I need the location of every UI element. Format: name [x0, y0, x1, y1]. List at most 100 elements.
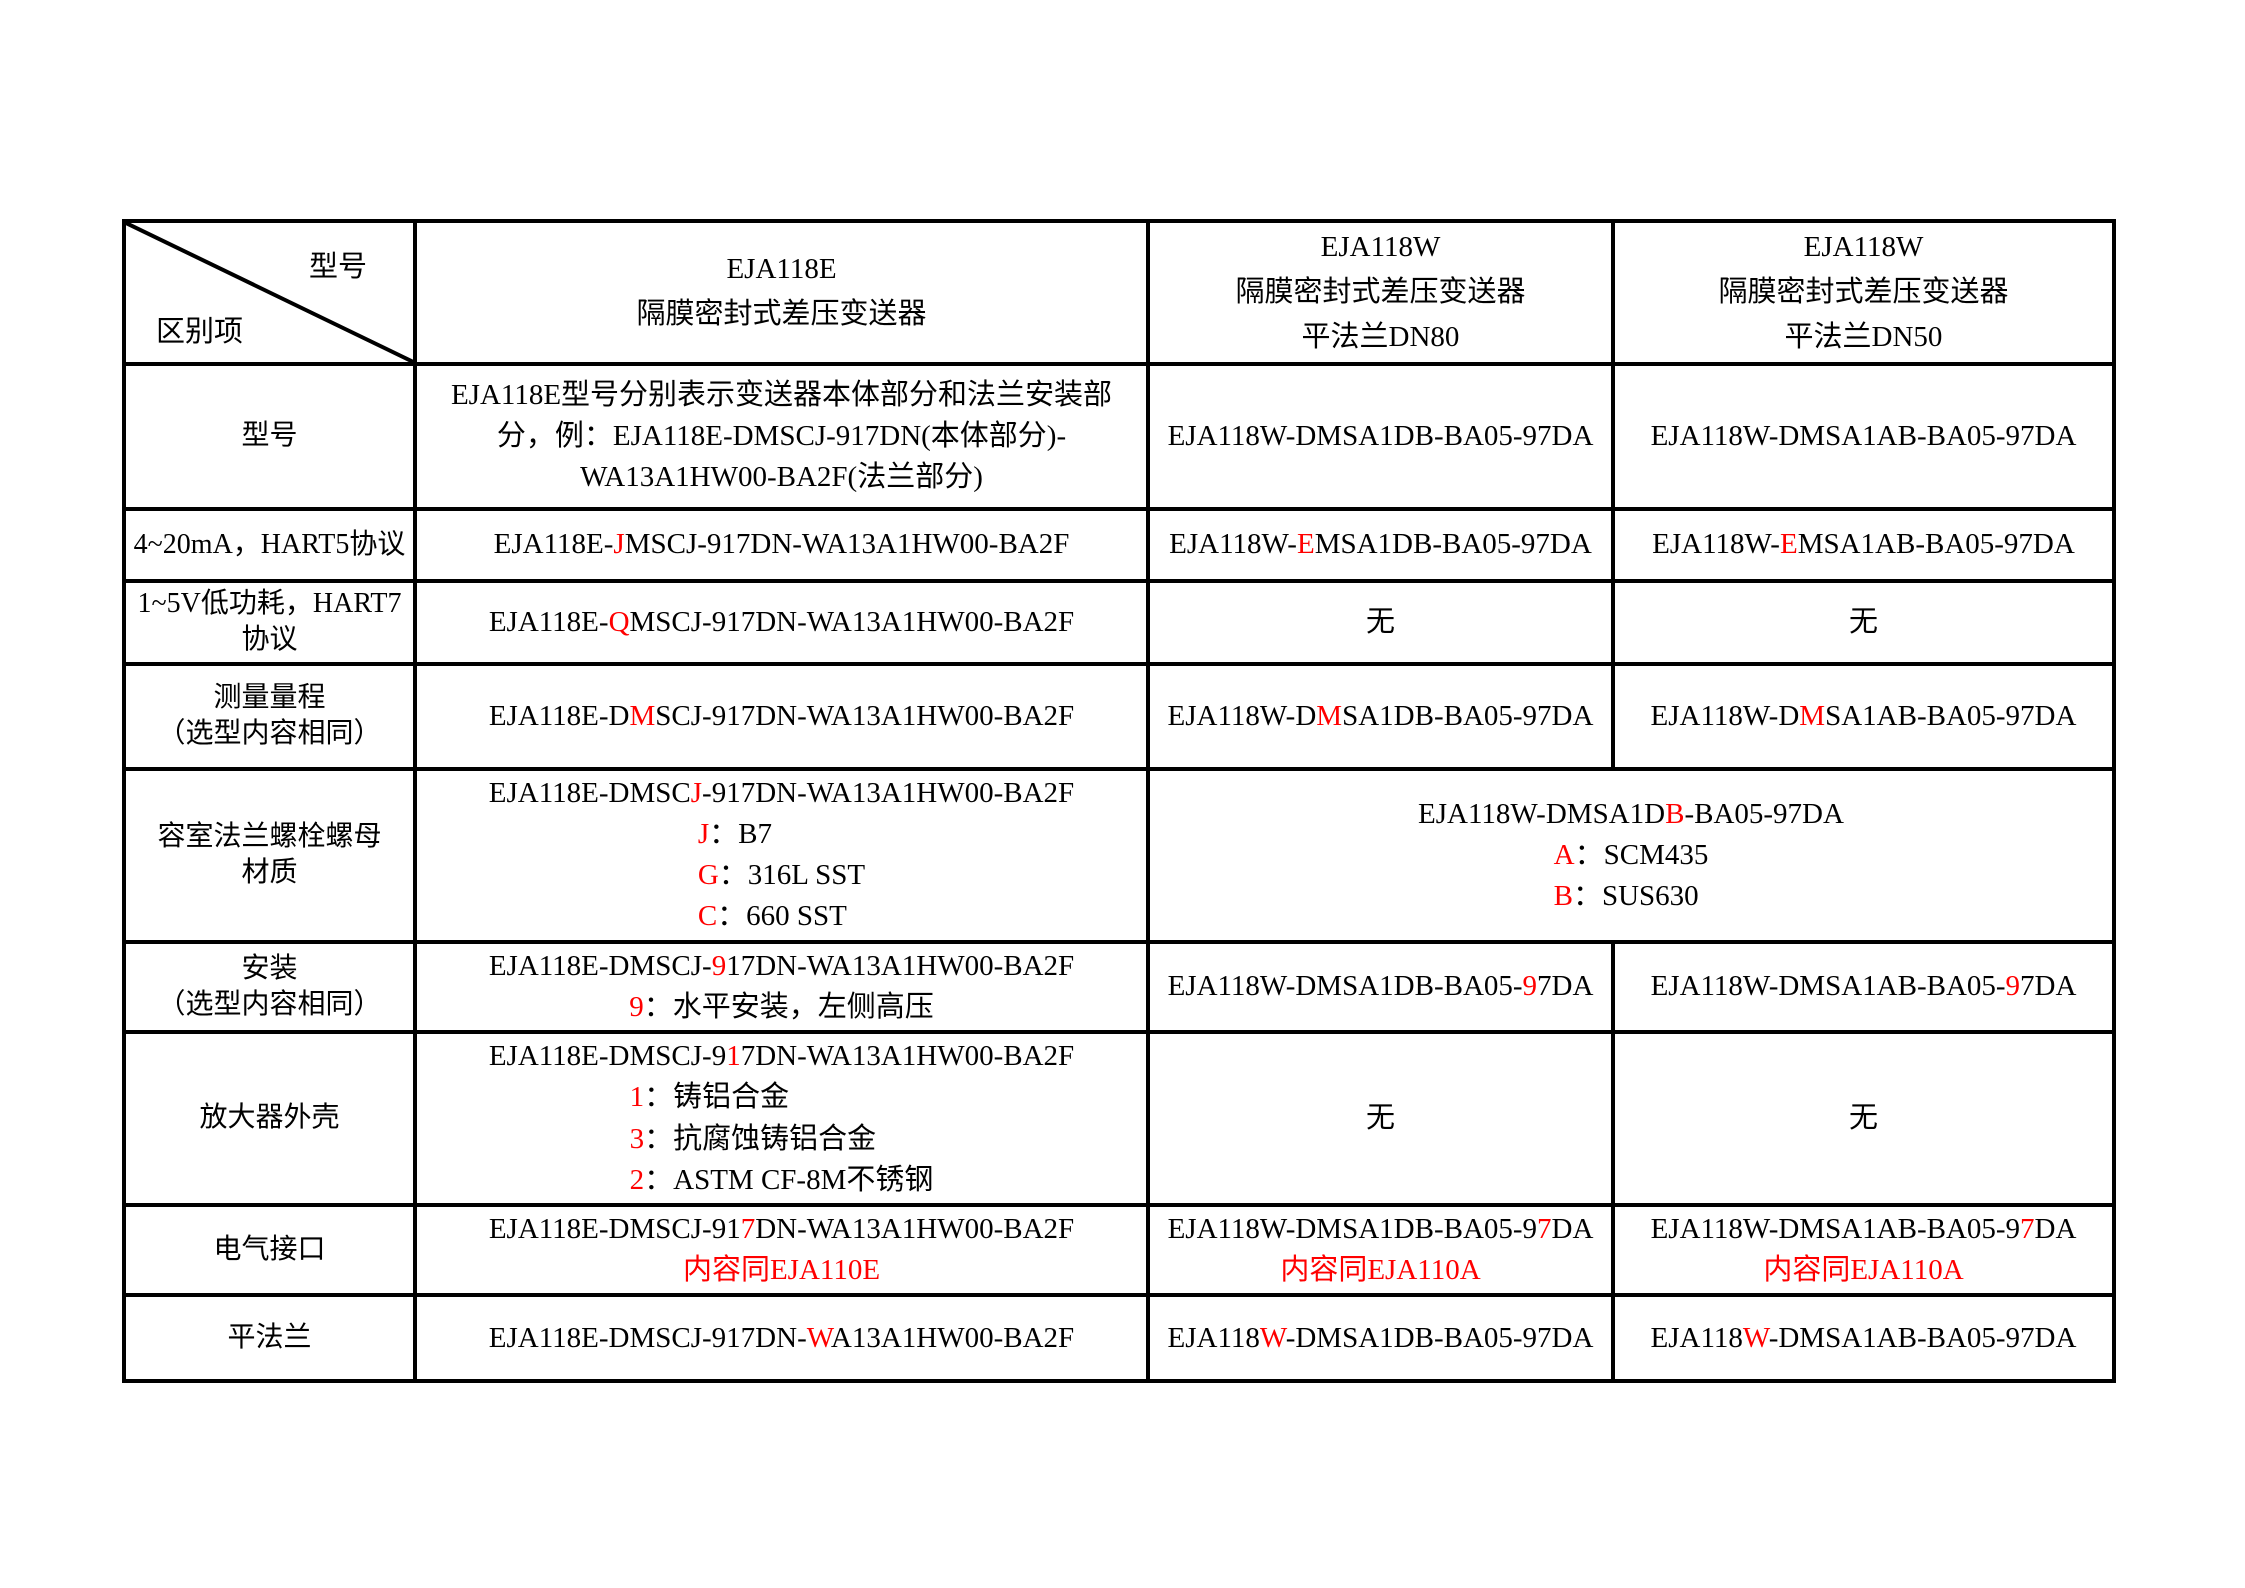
code-text: EJA118W-DMSA1AB-BA05- [1650, 970, 2006, 1003]
text-line: EJA118W-EMSA1AB-BA05-97DA [1621, 524, 2106, 565]
option-list: A：SCM435 B：SUS630 [1156, 835, 2106, 917]
red-code-char: J [690, 776, 703, 809]
red-code-char: W [806, 1321, 831, 1354]
model-cell: EJA118E-JMSCJ-917DN-WA13A1HW00-BA2F [413, 506, 1150, 583]
red-code-char: 1 [726, 1040, 741, 1073]
red-code-char: J [697, 818, 710, 851]
text-line: EJA118E-QMSCJ-917DN-WA13A1HW00-BA2F [423, 602, 1140, 643]
row-label-cell: 电气接口 [122, 1202, 417, 1298]
row-label-cell: 1~5V低功耗，HART7 协议 [122, 578, 417, 666]
code-text: EJA118W-DMSA1DB-BA05- [1167, 970, 1523, 1003]
red-code-char: J [613, 528, 625, 561]
code-text: -917DN-WA13A1HW00-BA2F [702, 776, 1075, 809]
red-code-char: W [1742, 1321, 1769, 1354]
code-text: EJA118E-DMSC [488, 776, 691, 809]
red-code-char: B [1553, 879, 1573, 912]
code-text: -DMSA1AB-BA05-97DA [1768, 1321, 2077, 1354]
code-text: ：水平安装，左侧高压 [643, 990, 934, 1023]
red-code-char: 9 [1522, 970, 1538, 1003]
code-text: ：660 SST [717, 900, 847, 933]
code-text: ：SCM435 [1574, 838, 1709, 871]
text-line: C：660 SST [698, 896, 865, 937]
option-list: 内容同EJA110E [423, 1250, 1140, 1291]
code-text: 7DA [2020, 970, 2077, 1003]
model-cell: EJA118E-DMSCJ-917DN-WA13A1HW00-BA2F J：B7 G… [413, 766, 1150, 944]
text-line: EJA118W-DMSA1DB-BA05-97DA [1156, 1209, 1605, 1250]
code-text: EJA118W-DMSA1AB-BA05-97DA [1650, 419, 2077, 452]
model-cell: EJA118E-DMSCJ-917DN-WA13A1HW00-BA2F 1：铸铝合… [413, 1030, 1150, 1207]
text-line: EJA118W-DMSA1DB-BA05-97DA [1156, 1318, 1605, 1359]
model-cell: EJA118W-DMSA1AB-BA05-97DA [1611, 661, 2116, 771]
row-label-line: 安装 [241, 952, 298, 984]
code-text: 7DN-WA13A1HW00-BA2F [740, 1040, 1075, 1073]
text-line: EJA118E-DMSCJ-917DN-WA13A1HW00-BA2F [423, 946, 1140, 987]
code-text: 无 [1848, 1101, 1878, 1134]
code-text: EJA118W-D [1650, 699, 1800, 732]
row-label-line: 测量量程 [213, 681, 326, 713]
header-line: EJA118E [726, 253, 837, 286]
row-label-cell: 安装 （选型内容相同） [122, 939, 417, 1035]
code-text: EJA118E- [488, 605, 609, 638]
red-code-char: M [1799, 699, 1826, 732]
row-label-line: 型号 [241, 420, 298, 452]
code-text: MSCJ-917DN-WA13A1HW00-BA2F [629, 605, 1075, 638]
red-code-char: 7 [2020, 1212, 2035, 1245]
table-row: 测量量程 （选型内容相同） EJA118E-DMSCJ-917DN-WA13A1HW… [122, 661, 2116, 771]
code-text: EJA118W-D [1167, 699, 1317, 732]
model-cell: EJA118W-DMSA1DB-BA05-97DA [1146, 361, 1615, 511]
code-text: SCJ-917DN-WA13A1HW00-BA2F [655, 699, 1075, 732]
red-code-char: E [1779, 528, 1798, 561]
text-line: EJA118E-DMSCJ-917DN-WA13A1HW00-BA2F [423, 696, 1140, 737]
table-row: 容室法兰螺栓螺母 材质 EJA118E-DMSCJ-917DN-WA13A1HW00… [122, 766, 2116, 944]
code-text: EJA118W- [1169, 528, 1297, 561]
model-cell: EJA118E-DMSCJ-917DN-WA13A1HW00-BA2F 内容同EJ… [413, 1202, 1150, 1298]
code-text: DA [1551, 1212, 1594, 1245]
code-text: EJA118E-DMSCJ-917DN- [488, 1321, 807, 1354]
code-text: EJA118W-DMSA1DB-BA05-97DA [1167, 419, 1594, 452]
red-code-char: 9 [711, 949, 727, 982]
text-line: 9：水平安装，左侧高压 [629, 987, 934, 1028]
text-line: 无 [1156, 1098, 1605, 1139]
red-code-char: A [1553, 838, 1575, 871]
table-row: 电气接口 EJA118E-DMSCJ-917DN-WA13A1HW00-BA2F 内… [122, 1202, 2116, 1298]
option-list: 1：铸铝合金 3：抗腐蚀铸铝合金 2：ASTM CF-8M不锈钢 [423, 1077, 1140, 1201]
text-line: EJA118W-DMSA1AB-BA05-97DA [1621, 696, 2106, 737]
header-col-eja118w-dn50: EJA118W 隔膜密封式差压变送器 平法兰DN50 [1611, 219, 2116, 366]
model-cell: EJA118W-DMSA1DB-BA05-97DA 内容同EJA110A [1146, 1202, 1615, 1298]
model-cell: EJA118W-DMSA1AB-BA05-97DA [1611, 361, 2116, 511]
table-row: 放大器外壳 EJA118E-DMSCJ-917DN-WA13A1HW00-BA2F… [122, 1030, 2116, 1207]
row-label-line: 4~20mA，HART5协议 [133, 528, 406, 560]
header-line: 平法兰DN50 [1784, 320, 1943, 353]
row-label-cell: 容室法兰螺栓螺母 材质 [122, 766, 417, 944]
red-code-char: 内容同EJA110A [1280, 1254, 1481, 1287]
table-row: 4~20mA，HART5协议 EJA118E-JMSCJ-917DN-WA13A1… [122, 506, 2116, 583]
text-line: EJA118E-DMSCJ-917DN-WA13A1HW00-BA2F [423, 1318, 1140, 1359]
code-text: EJA118 [1167, 1321, 1260, 1354]
red-code-char: 内容同EJA110E [682, 1254, 881, 1287]
text-line: 2：ASTM CF-8M不锈钢 [630, 1160, 934, 1201]
text-line: EJA118W-DMSA1DB-BA05-97DA [1156, 794, 2106, 835]
option-list: 内容同EJA110A [1621, 1250, 2106, 1291]
text-line: B：SUS630 [1554, 876, 1709, 917]
code-text: -DMSA1DB-BA05-97DA [1285, 1321, 1594, 1354]
code-text: SA1DB-BA05-97DA [1342, 699, 1594, 732]
code-text: EJA118W- [1652, 528, 1780, 561]
red-code-char: C [697, 900, 718, 933]
option-list: 内容同EJA110A [1156, 1250, 1605, 1291]
text-line: 无 [1156, 602, 1605, 643]
model-cell: EJA118W-EMSA1DB-BA05-97DA [1146, 506, 1615, 583]
red-code-char: Q [608, 605, 630, 638]
code-text: EJA118W-DMSA1AB-BA05-9 [1650, 1212, 2021, 1245]
model-cell: EJA118E-DMSCJ-917DN-WA13A1HW00-BA2F 9：水平安… [413, 939, 1150, 1035]
header-col-eja118e: EJA118E 隔膜密封式差压变送器 [413, 219, 1150, 366]
red-code-char: 内容同EJA110A [1763, 1254, 1964, 1287]
code-text: SA1AB-BA05-97DA [1825, 699, 2077, 732]
row-label-line: 容室法兰螺栓螺母 [157, 820, 382, 852]
model-cell: EJA118E-QMSCJ-917DN-WA13A1HW00-BA2F [413, 578, 1150, 666]
model-cell: EJA118W-EMSA1AB-BA05-97DA [1611, 506, 2116, 583]
row-label-line: 平法兰 [227, 1321, 312, 1353]
text-line: WA13A1HW00-BA2F(法兰部分) [423, 457, 1140, 498]
header-line: EJA118W [1803, 231, 1924, 263]
row-label-line: （选型内容相同） [157, 718, 382, 750]
model-cell: EJA118W-DMSA1DB-BA05-97DA A：SCM435 B：SUS63… [1146, 766, 2116, 944]
